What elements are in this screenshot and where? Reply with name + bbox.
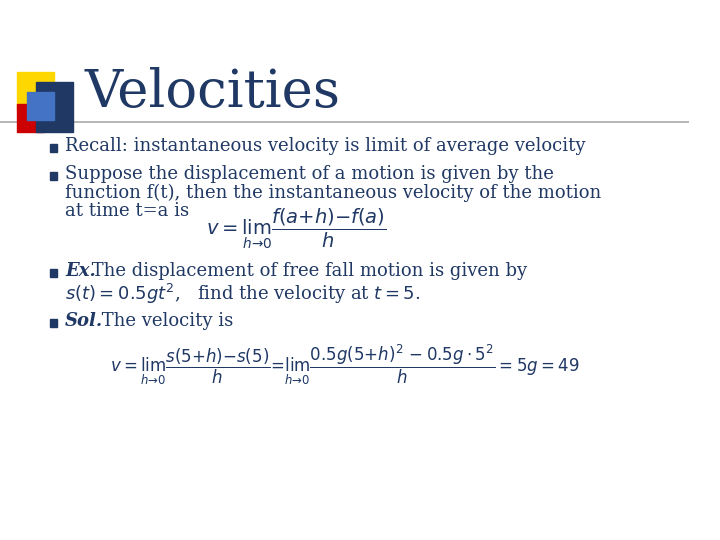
Text: Velocities: Velocities <box>84 66 341 118</box>
Text: The displacement of free fall motion is given by: The displacement of free fall motion is … <box>86 262 527 280</box>
Text: Recall: instantaneous velocity is limit of average velocity: Recall: instantaneous velocity is limit … <box>65 137 585 155</box>
Bar <box>17 104 44 132</box>
Text: Sol.: Sol. <box>65 312 103 330</box>
Bar <box>50 144 58 152</box>
Text: Ex.: Ex. <box>65 262 96 280</box>
Text: The velocity is: The velocity is <box>96 312 233 330</box>
Text: at time t=a is: at time t=a is <box>65 202 189 220</box>
Text: $v = \lim_{h\to 0}\dfrac{s(5+h)-s(5)}{h} = \lim_{h\to 0}\dfrac{0.5g(5+h)^2-0.5g\: $v = \lim_{h\to 0}\dfrac{s(5+h)-s(5)}{h}… <box>109 343 580 387</box>
Bar <box>50 319 58 327</box>
Text: $s(t) = 0.5gt^2$,   find the velocity at $t=5$.: $s(t) = 0.5gt^2$, find the velocity at $… <box>65 282 420 306</box>
Bar <box>27 92 53 120</box>
Bar <box>50 172 58 180</box>
Text: $v = \lim_{h\to 0}\dfrac{f(a+h)-f(a)}{h}$: $v = \lim_{h\to 0}\dfrac{f(a+h)-f(a)}{h}… <box>207 207 387 251</box>
Text: function f(t), then the instantaneous velocity of the motion: function f(t), then the instantaneous ve… <box>65 184 601 202</box>
Bar <box>50 269 58 277</box>
Bar <box>17 72 53 110</box>
Bar <box>37 82 73 132</box>
Text: Suppose the displacement of a motion is given by the: Suppose the displacement of a motion is … <box>65 165 554 183</box>
